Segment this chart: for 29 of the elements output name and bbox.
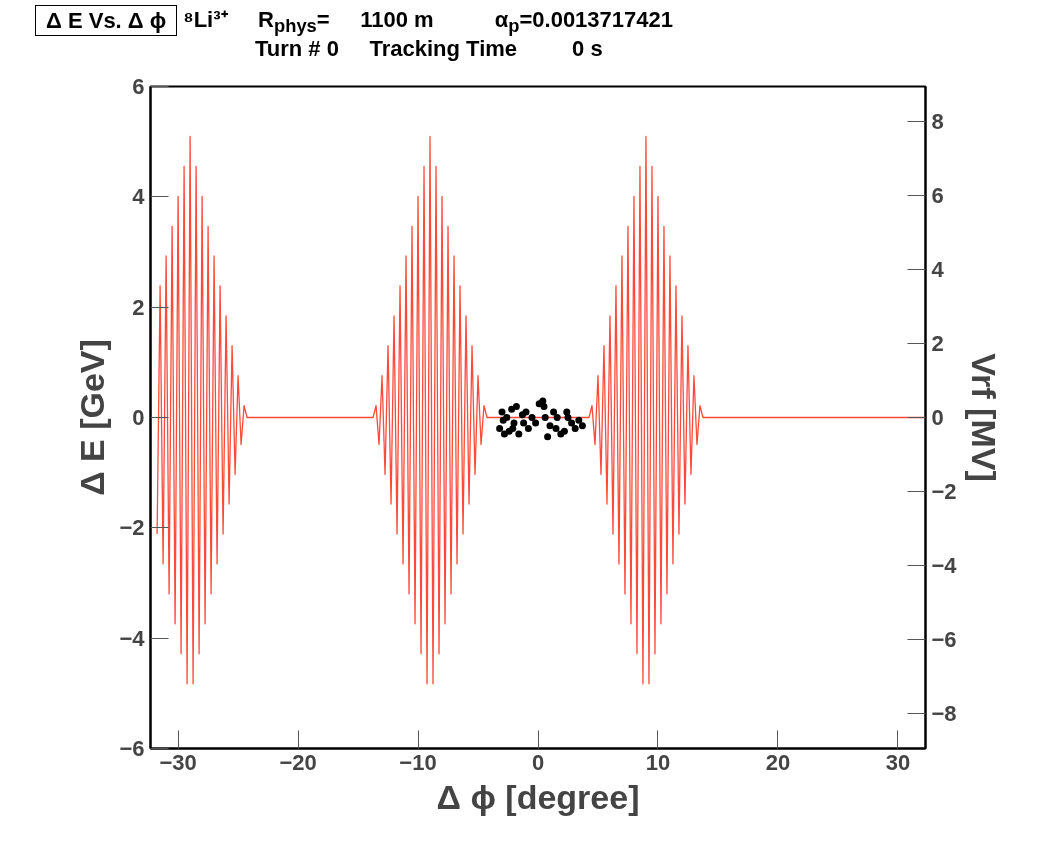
y2-tick-label: 4 [931, 257, 945, 283]
x-tick-label: 20 [765, 749, 791, 775]
y2-tick-label: 8 [931, 109, 944, 135]
x-tick-label: −20 [279, 749, 317, 775]
y2-tick-label: −2 [931, 478, 957, 504]
x-axis-title: Δ ϕ [degree] [436, 777, 640, 816]
y-tick-label: 4 [132, 184, 146, 210]
y2-tick-label: 0 [931, 405, 944, 430]
y-tick-label: 0 [132, 405, 145, 430]
text: ⁸Li³⁺ R$_{phys}$= 1100 m α$_{p}$=0.0013717421 [183, 6, 674, 37]
y2-axis-title: Vrf [MV] [964, 353, 1003, 482]
y2-tick-label: −8 [931, 700, 957, 726]
y2-tick-label: −4 [931, 552, 958, 578]
y-tick-label: −2 [119, 515, 145, 541]
x-tick-label: 10 [645, 749, 671, 775]
text: Turn # 0 Tracking Time 0 s [255, 36, 604, 62]
y-tick-label: −6 [119, 736, 145, 761]
x-tick-label: 0 [531, 749, 545, 775]
chart-title: Δ E Vs. Δ ϕ [35, 5, 178, 37]
y-tick-label: 6 [132, 74, 145, 99]
x-tick-label: 30 [885, 749, 911, 775]
y-tick-label: 2 [132, 294, 145, 320]
y2-tick-label: 2 [931, 331, 944, 357]
y2-tick-label: 6 [931, 183, 944, 209]
y2-tick-label: −6 [931, 626, 957, 652]
x-tick-label: −30 [159, 749, 197, 775]
y-tick-label: −4 [119, 625, 146, 651]
y-axis-title: Δ E [GeV] [73, 339, 112, 496]
x-tick-label: −10 [399, 749, 437, 775]
